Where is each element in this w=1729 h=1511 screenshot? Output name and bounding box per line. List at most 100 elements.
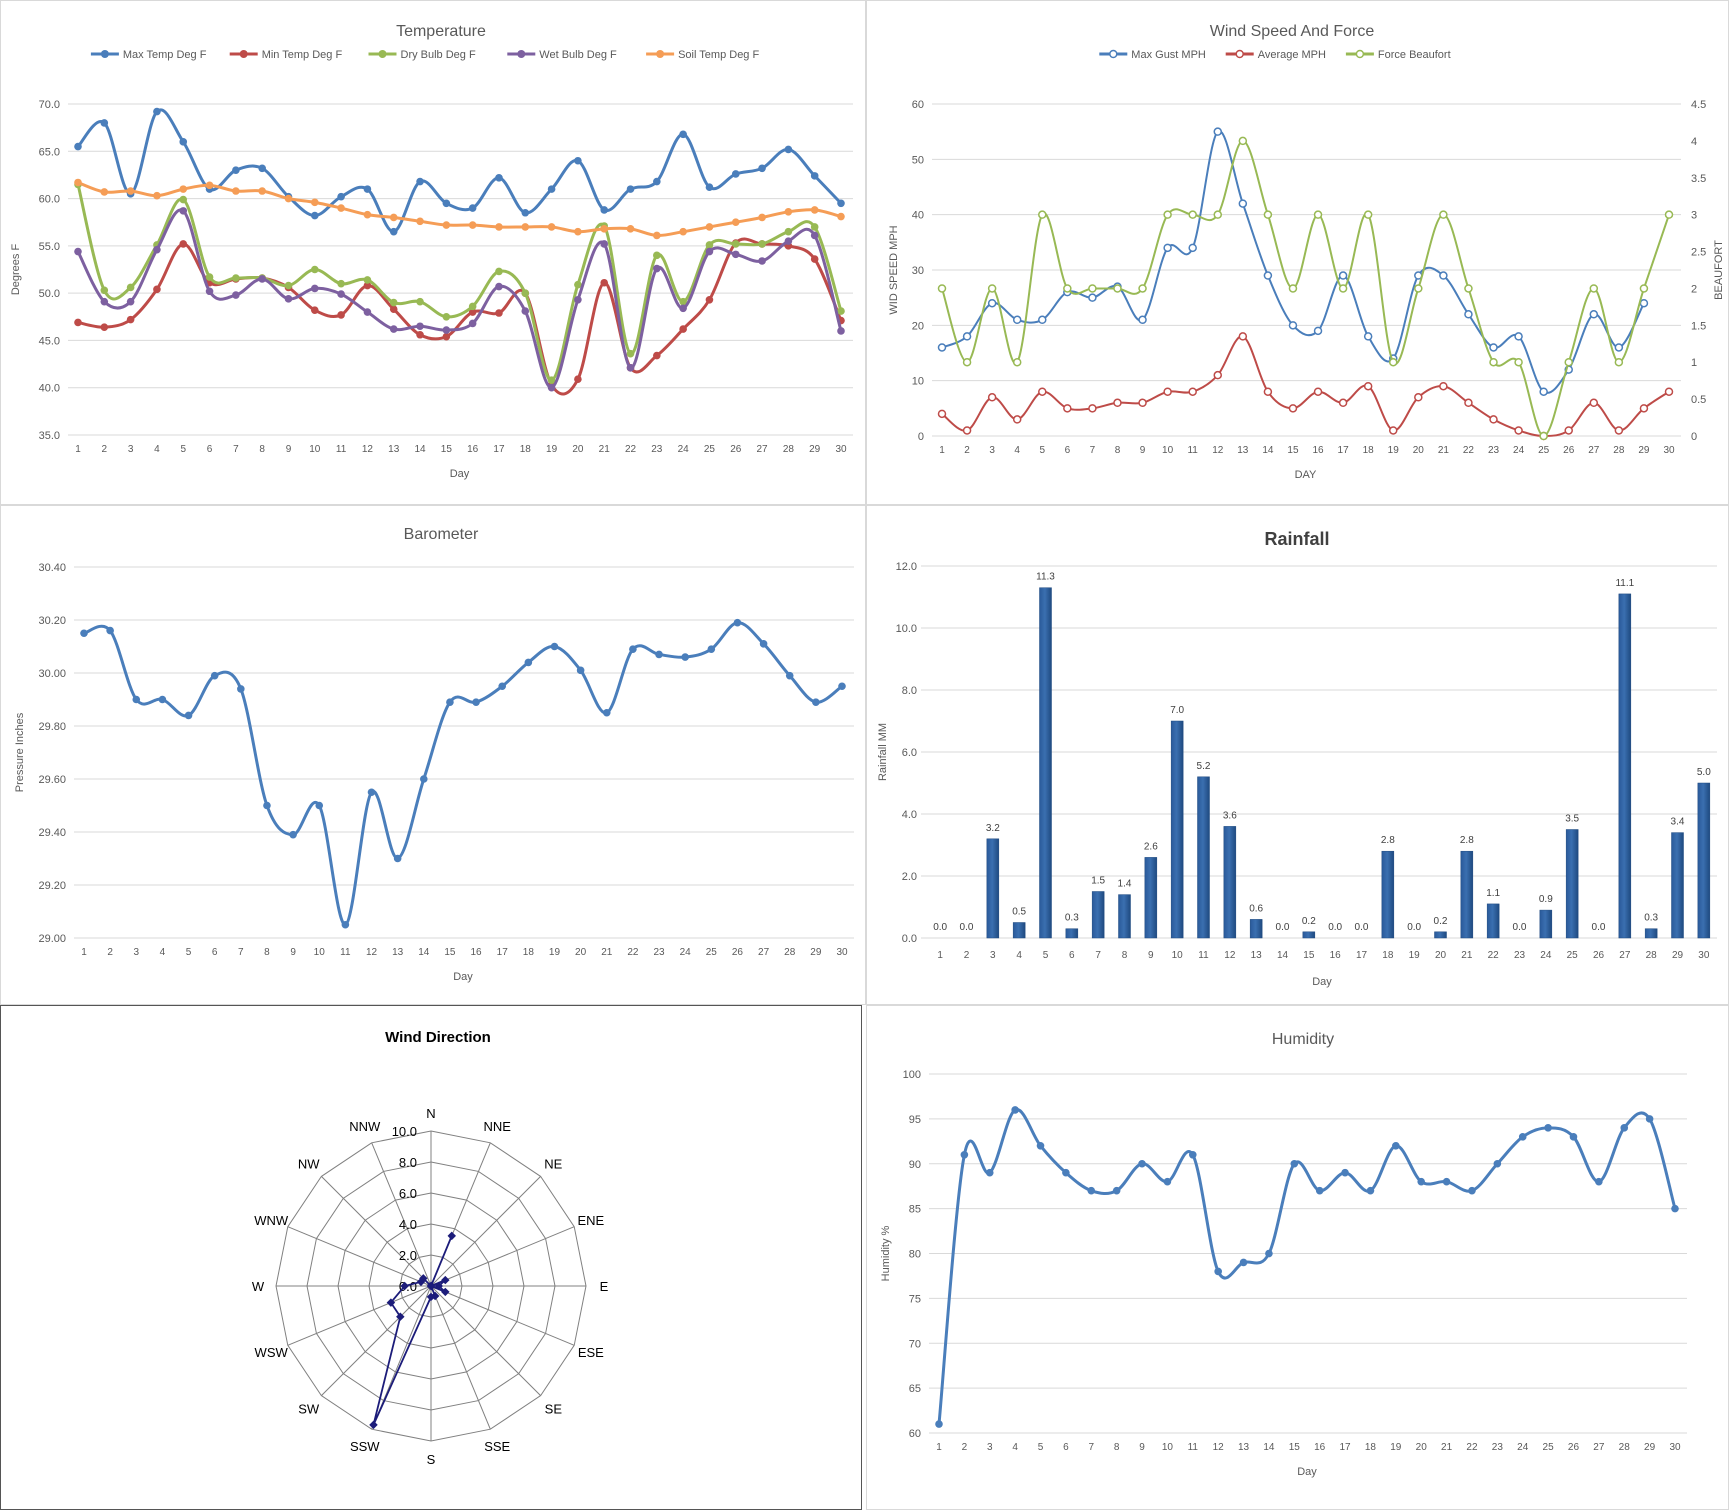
temperature-chart: Temperature 35.0 40.0 45.0 50.0 55.0 60.0 65.0 7… [10,23,853,480]
data-point [1138,315,1147,325]
data-point [547,223,556,231]
wind-speed-chart-panel: Wind Speed And Force 0 10 20 30 40 50 60 0 0.5 1 1.… [866,0,1729,505]
x-tick-label: 6 [212,947,218,958]
chart-title: Temperature [396,23,486,40]
legend-label: Wet Bulb Deg F [539,49,617,61]
data-point [472,698,480,706]
data-point [600,225,609,233]
data-point [1315,1186,1324,1195]
data-point [810,172,819,180]
data-point [232,291,240,299]
data-point [812,698,820,706]
data-point [987,393,997,402]
y-tick-label: 80 [909,1249,921,1261]
y2-tick-label: 4 [1691,136,1697,148]
radar-spoke [321,1176,432,1287]
data-point [1188,210,1197,219]
x-tick-label: 14 [418,947,430,958]
x-tick-label: 26 [1593,950,1605,961]
data-point [1614,357,1624,367]
y2-tick-label: 0.5 [1691,394,1706,406]
x-tick-label: 27 [1593,1442,1605,1453]
x-tick-label: 23 [1488,445,1500,456]
x-tick-label: 27 [1619,950,1631,961]
data-point [987,298,997,308]
y-tick-label: 10.0 [896,623,917,635]
x-tick-label: 20 [572,444,584,455]
data-point [602,708,611,717]
x-tick-label: 22 [1488,950,1500,961]
rain-bar [1170,720,1184,939]
x-tick-label: 27 [1588,445,1600,456]
x-tick-label: 12 [362,444,374,455]
y-axis-label: Pressure Inches [14,712,26,792]
x-tick-label: 20 [575,947,587,958]
data-point [158,695,167,704]
legend-label: Average MPH [1258,49,1326,61]
x-tick-label: 30 [1663,445,1675,456]
data-point [74,178,82,187]
x-tick-label: 5 [1038,1442,1044,1453]
data-point [1639,284,1649,293]
data-point [935,1420,943,1428]
data-point [1514,426,1523,435]
y-axis-label: WID SPEED MPH [888,225,900,314]
data-point [1088,293,1097,302]
data-point [810,206,819,214]
x-tick-label: 3 [987,1442,993,1453]
bar-value-label: 0.2 [1434,916,1448,927]
series-line [941,130,1645,394]
x-tick-label: 3 [990,950,996,961]
radar-spoke [430,1285,541,1396]
data-point [1012,415,1022,424]
rain-bar [1039,587,1052,939]
series-line [941,139,1670,437]
x-tick-label: 30 [1669,1442,1681,1453]
data-point [1112,1186,1121,1195]
y2-tick-label: 3.5 [1691,173,1706,185]
x-tick-label: 6 [1065,445,1071,456]
data-point [442,221,451,229]
y-tick-label: 90 [909,1159,921,1171]
direction-label: SSE [484,1439,510,1454]
data-point [310,306,319,314]
x-tick-label: 9 [1139,1442,1145,1453]
data-point [1664,210,1674,219]
bar-value-label: 1.1 [1486,888,1500,899]
data-point [232,274,240,282]
data-point [179,207,188,215]
data-point [1514,332,1523,341]
data-point [389,298,398,307]
data-point [1188,387,1197,396]
data-point [363,308,372,316]
data-point [731,170,740,178]
data-point [416,322,424,331]
x-tick-label: 6 [1063,1442,1069,1453]
y2-axis-label: BEAUFORT [1713,240,1725,300]
data-point [1188,243,1197,253]
x-tick-label: 28 [1646,950,1658,961]
data-point [1363,210,1373,219]
y-tick-label: 0.0 [902,933,917,945]
data-point [626,364,635,372]
legend-label: Max Temp Deg F [123,49,207,61]
chart-title: Rainfall [1264,529,1329,549]
wind-direction-chart: Wind Direction N NNE NE ENE E ESE SE SSE S SSW SW WS… [252,1029,609,1467]
data-point [1313,326,1323,336]
x-tick-label: 20 [1435,950,1447,961]
data-point [1439,271,1448,280]
data-point [1163,387,1172,396]
x-tick-label: 24 [1513,445,1525,456]
x-tick-label: 24 [1540,950,1552,961]
x-tick-label: 15 [444,947,456,958]
data-point [310,211,319,220]
chart-title: Wind Speed And Force [1210,23,1375,40]
direction-label: WNW [254,1213,289,1228]
x-tick-label: 10 [309,444,321,455]
bar-value-label: 0.3 [1065,913,1079,924]
y-axis-label: Humidity % [880,1225,892,1281]
data-point [284,194,293,203]
data-point [1188,1150,1197,1159]
data-point [1366,1186,1375,1195]
rain-bar [1539,909,1553,939]
